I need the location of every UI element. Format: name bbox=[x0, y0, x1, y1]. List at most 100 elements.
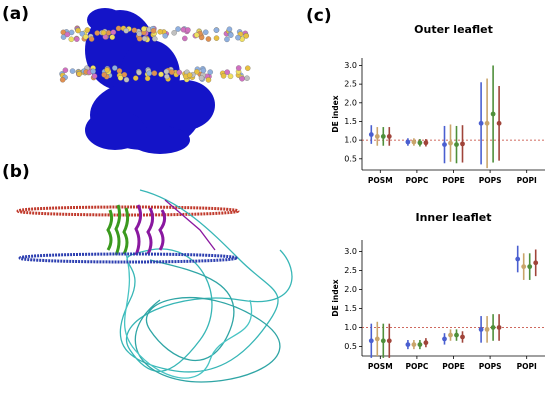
membrane-plane bbox=[18, 252, 238, 264]
lipid-bead bbox=[193, 32, 200, 38]
lipid-bead bbox=[109, 34, 116, 40]
y-tick-label: 2.5 bbox=[344, 80, 357, 89]
lipid-bead bbox=[200, 67, 207, 74]
lipid-bead bbox=[171, 30, 177, 36]
lipid-bead bbox=[164, 73, 170, 80]
lipid-bead bbox=[235, 65, 242, 71]
lipid-bead bbox=[64, 31, 71, 38]
y-tick-label: 0.5 bbox=[344, 154, 357, 163]
lipid-bead bbox=[213, 35, 220, 41]
lipid-bead bbox=[91, 73, 98, 79]
lipid-bead bbox=[100, 29, 107, 36]
y-tick-label: 3.0 bbox=[344, 247, 357, 256]
data-point bbox=[405, 139, 411, 145]
y-tick-label: 0.5 bbox=[344, 342, 357, 351]
lipid-bead bbox=[123, 76, 130, 83]
x-tick-label: POPI bbox=[517, 176, 537, 185]
lipid-bead bbox=[227, 73, 234, 80]
x-tick-label: POPI bbox=[517, 362, 537, 371]
lipid-bead bbox=[176, 69, 183, 76]
lipid-bead bbox=[141, 26, 147, 32]
data-point bbox=[423, 140, 429, 146]
membrane-beads bbox=[59, 25, 251, 83]
x-tick-label: POSM bbox=[368, 362, 393, 371]
y-axis-label: DE index bbox=[331, 279, 340, 316]
lipid-bead bbox=[235, 34, 241, 41]
data-point bbox=[496, 325, 502, 330]
data-point bbox=[454, 332, 459, 338]
chart-title: Inner leaflet bbox=[416, 211, 492, 224]
lipid-bead bbox=[112, 65, 118, 71]
lipid-bead bbox=[244, 75, 250, 81]
lipid-bead bbox=[94, 30, 100, 36]
y-tick-label: 3.0 bbox=[344, 61, 357, 70]
lipid-bead bbox=[169, 69, 175, 75]
lipid-bead bbox=[132, 75, 139, 81]
y-tick-label: 2.5 bbox=[344, 266, 357, 275]
lipid-bead bbox=[136, 31, 143, 37]
lipid-bead bbox=[151, 70, 158, 77]
data-point bbox=[484, 120, 490, 126]
lipid-bead bbox=[101, 72, 107, 78]
y-tick-label: 1.5 bbox=[344, 304, 357, 313]
data-point bbox=[521, 264, 527, 270]
lipid-bead bbox=[198, 75, 205, 81]
lipid-bead bbox=[162, 33, 168, 39]
lipid-bead bbox=[207, 69, 213, 75]
data-point bbox=[417, 342, 423, 347]
lipid-bead bbox=[59, 76, 66, 83]
data-point bbox=[527, 264, 533, 270]
lipid-bead bbox=[213, 27, 220, 33]
lipid-bead bbox=[239, 75, 245, 82]
lipid-bead bbox=[105, 30, 112, 36]
lipid-bead bbox=[136, 69, 142, 76]
data-point bbox=[386, 134, 392, 139]
lipid-bead bbox=[69, 68, 76, 74]
panel-label: (a) bbox=[2, 4, 29, 24]
lipid-bead bbox=[123, 28, 129, 34]
lipid-bead bbox=[74, 36, 80, 42]
data-point bbox=[374, 336, 380, 342]
data-point bbox=[405, 342, 411, 347]
lipid-bead bbox=[75, 27, 81, 34]
data-point bbox=[368, 132, 374, 137]
lipid-bead bbox=[62, 67, 69, 73]
data-point bbox=[368, 338, 374, 344]
protein-b bbox=[106, 189, 293, 383]
lipid-bead bbox=[104, 67, 110, 73]
lipid-bead bbox=[110, 29, 117, 35]
x-tick-label: POPS bbox=[479, 362, 502, 371]
data-point bbox=[423, 340, 429, 346]
data-point bbox=[386, 338, 392, 344]
lipid-bead bbox=[202, 29, 209, 35]
lipid-bead bbox=[158, 71, 164, 78]
data-point bbox=[478, 326, 484, 332]
lipid-bead bbox=[68, 36, 75, 43]
data-point bbox=[484, 326, 490, 332]
lipid-bead bbox=[226, 26, 233, 33]
chart-title: Outer leaflet bbox=[414, 23, 493, 36]
lipid-bead bbox=[224, 69, 230, 75]
data-point bbox=[411, 342, 417, 347]
data-point bbox=[478, 120, 484, 126]
y-tick-label: 2.0 bbox=[344, 98, 357, 107]
lipid-bead bbox=[115, 25, 122, 32]
lipid-bead bbox=[220, 73, 227, 79]
lipid-bead bbox=[244, 65, 251, 71]
lipid-bead bbox=[205, 36, 212, 42]
lipid-bead bbox=[185, 27, 191, 33]
lipid-bead bbox=[205, 77, 212, 83]
y-axis-label: DE index bbox=[331, 95, 340, 132]
lipid-bead bbox=[131, 27, 138, 33]
data-point bbox=[411, 139, 417, 145]
data-point bbox=[374, 134, 380, 139]
lipid-bead bbox=[84, 27, 91, 33]
x-tick-label: POPS bbox=[479, 176, 502, 185]
data-point bbox=[442, 336, 447, 342]
x-tick-label: POPC bbox=[405, 176, 428, 185]
lipid-bead bbox=[60, 34, 67, 40]
data-point bbox=[496, 120, 502, 126]
membrane-plane bbox=[16, 205, 240, 217]
